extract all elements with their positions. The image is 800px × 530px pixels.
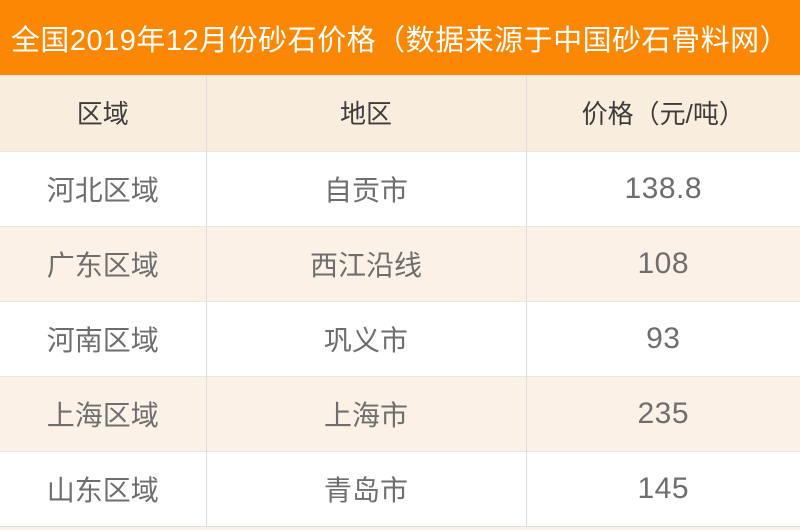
header-row: 区域 地区 价格（元/吨） <box>0 75 800 151</box>
title-banner: 全国2019年12月份砂石价格（数据来源于中国砂石骨料网） <box>0 0 800 75</box>
table-row: 河南区域 巩义市 93 <box>0 300 800 376</box>
column-header-price: 价格（元/吨） <box>525 75 800 151</box>
cell-area: 上海市 <box>205 375 526 451</box>
table-body: 河北区域 自贡市 138.8 广东区域 西江沿线 108 河南区域 巩义市 93… <box>0 150 800 527</box>
cell-price: 138.8 <box>525 150 800 226</box>
cell-region: 广东区域 <box>0 225 206 301</box>
partial-next-row <box>0 526 800 530</box>
cell-area: 巩义市 <box>205 300 526 376</box>
cell-area: 自贡市 <box>205 150 526 226</box>
column-header-area: 地区 <box>205 75 526 151</box>
cell-region: 上海区域 <box>0 375 206 451</box>
cell-region: 河北区域 <box>0 150 206 226</box>
cell-region: 河南区域 <box>0 300 206 376</box>
price-table: 区域 地区 价格（元/吨） 河北区域 自贡市 138.8 广东区域 西江沿线 1… <box>0 75 800 527</box>
table-row: 山东区域 青岛市 145 <box>0 450 800 527</box>
column-header-region: 区域 <box>0 75 206 151</box>
table-header: 区域 地区 价格（元/吨） <box>0 75 800 151</box>
page-title: 全国2019年12月份砂石价格（数据来源于中国砂石骨料网） <box>10 24 790 57</box>
table-row: 广东区域 西江沿线 108 <box>0 225 800 301</box>
table-row: 上海区域 上海市 235 <box>0 375 800 451</box>
cell-price: 235 <box>525 375 800 451</box>
table-row: 河北区域 自贡市 138.8 <box>0 150 800 226</box>
cell-area: 西江沿线 <box>205 225 526 301</box>
cell-price: 108 <box>525 225 800 301</box>
cell-price: 93 <box>525 300 800 376</box>
cell-area: 青岛市 <box>205 450 526 527</box>
cell-region: 山东区域 <box>0 450 206 527</box>
cell-price: 145 <box>525 450 800 527</box>
